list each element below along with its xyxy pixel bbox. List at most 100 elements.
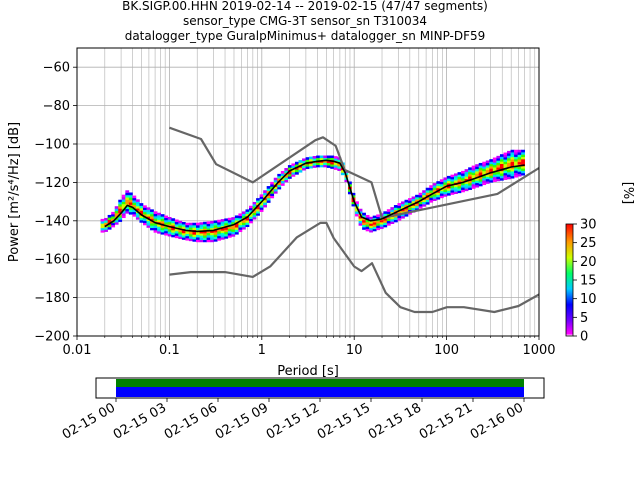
psd-cell <box>383 222 388 226</box>
psd-cell <box>192 225 197 228</box>
psd-cell <box>439 188 444 192</box>
psd-cell <box>517 159 522 163</box>
psd-cell <box>294 171 299 175</box>
y-tick-label: −200 <box>34 330 70 345</box>
psd-cell <box>231 233 236 237</box>
psd-cell <box>439 186 444 189</box>
psd-cell <box>259 196 264 199</box>
psd-cell <box>485 162 490 166</box>
psd-cell <box>167 224 172 227</box>
psd-cell <box>369 216 374 220</box>
psd-cell <box>266 188 271 192</box>
psd-cell <box>302 167 306 171</box>
psd-cell <box>241 227 246 230</box>
psd-cell <box>238 222 243 226</box>
psd-cell <box>104 227 108 230</box>
psd-cell <box>475 164 480 167</box>
psd-cell <box>287 174 292 177</box>
psd-cell <box>485 160 490 164</box>
psd-cell <box>252 214 257 218</box>
x-tick-label: 0.1 <box>159 343 180 358</box>
psd-cell <box>482 170 487 174</box>
psd-cell <box>514 172 518 176</box>
psd-cell <box>203 221 207 225</box>
psd-cell <box>330 162 335 165</box>
psd-cell <box>241 222 246 226</box>
psd-cell <box>100 225 105 229</box>
psd-cell <box>362 215 366 218</box>
psd-cell <box>521 154 525 158</box>
psd-cell <box>139 210 144 214</box>
psd-cell <box>489 177 494 181</box>
psd-cell <box>224 233 229 237</box>
psd-cell <box>429 194 434 198</box>
psd-cell <box>245 209 250 212</box>
psd-cell <box>415 194 419 198</box>
psd-cell <box>164 230 169 234</box>
psd-cell <box>333 162 338 166</box>
psd-cell <box>432 194 437 197</box>
psd-cell <box>400 206 405 209</box>
psd-cell <box>174 224 179 227</box>
psd-cell <box>492 176 497 180</box>
psd-cell <box>150 209 154 212</box>
psd-cell <box>461 187 465 190</box>
psd-cell <box>270 186 275 190</box>
psd-cell <box>330 155 335 158</box>
psd-cell <box>263 195 267 198</box>
psd-cell <box>429 199 434 203</box>
psd-cell <box>132 209 137 213</box>
psd-cell <box>157 212 161 216</box>
psd-cell <box>178 222 183 226</box>
psd-cell <box>174 230 179 234</box>
psd-cell <box>210 232 214 236</box>
psd-cell <box>514 149 518 153</box>
psd-cell <box>305 166 310 170</box>
colorbar-gradient <box>565 223 574 337</box>
psd-cell <box>128 202 133 205</box>
psd-cell <box>118 206 123 209</box>
psd-cell <box>521 159 525 162</box>
psd-cell <box>468 167 472 170</box>
psd-cell <box>316 164 321 168</box>
psd-cell <box>234 229 239 233</box>
psd-cell <box>185 235 190 239</box>
psd-cell <box>213 232 218 235</box>
psd-cell <box>150 218 154 222</box>
psd-cell <box>142 205 147 208</box>
psd-cell <box>142 209 147 213</box>
psd-cell <box>496 155 501 159</box>
psd-cell <box>393 219 398 223</box>
psd-cell <box>266 195 271 199</box>
psd-cell <box>372 222 377 225</box>
psd-cell <box>213 234 218 238</box>
psd-cell <box>220 228 225 231</box>
psd-cell <box>475 173 480 177</box>
psd-cell <box>499 177 504 181</box>
psd-cell <box>305 157 310 160</box>
psd-cell <box>514 158 518 162</box>
psd-cell <box>408 200 412 204</box>
psd-cell <box>489 173 494 176</box>
psd-cell <box>499 173 504 176</box>
psd-cell <box>167 233 172 237</box>
psd-cell <box>383 213 388 217</box>
psd-cell <box>217 238 222 241</box>
psd-cell <box>340 172 345 176</box>
psd-cell <box>404 209 409 212</box>
psd-cell <box>457 176 462 180</box>
psd-cell <box>178 220 183 224</box>
colorbar-tick-label: 10 <box>580 292 597 307</box>
psd-cell <box>178 231 183 235</box>
psd-cell <box>478 162 483 166</box>
psd-cell <box>507 169 511 173</box>
psd-cell <box>302 158 306 162</box>
psd-cell <box>482 164 487 167</box>
psd-cell <box>454 186 458 190</box>
psd-cell <box>100 218 105 222</box>
new-low-noise-model-line <box>169 221 539 314</box>
psd-cell <box>461 184 465 188</box>
psd-cell <box>146 209 151 213</box>
psd-cell <box>139 207 144 211</box>
psd-cell <box>139 217 144 221</box>
